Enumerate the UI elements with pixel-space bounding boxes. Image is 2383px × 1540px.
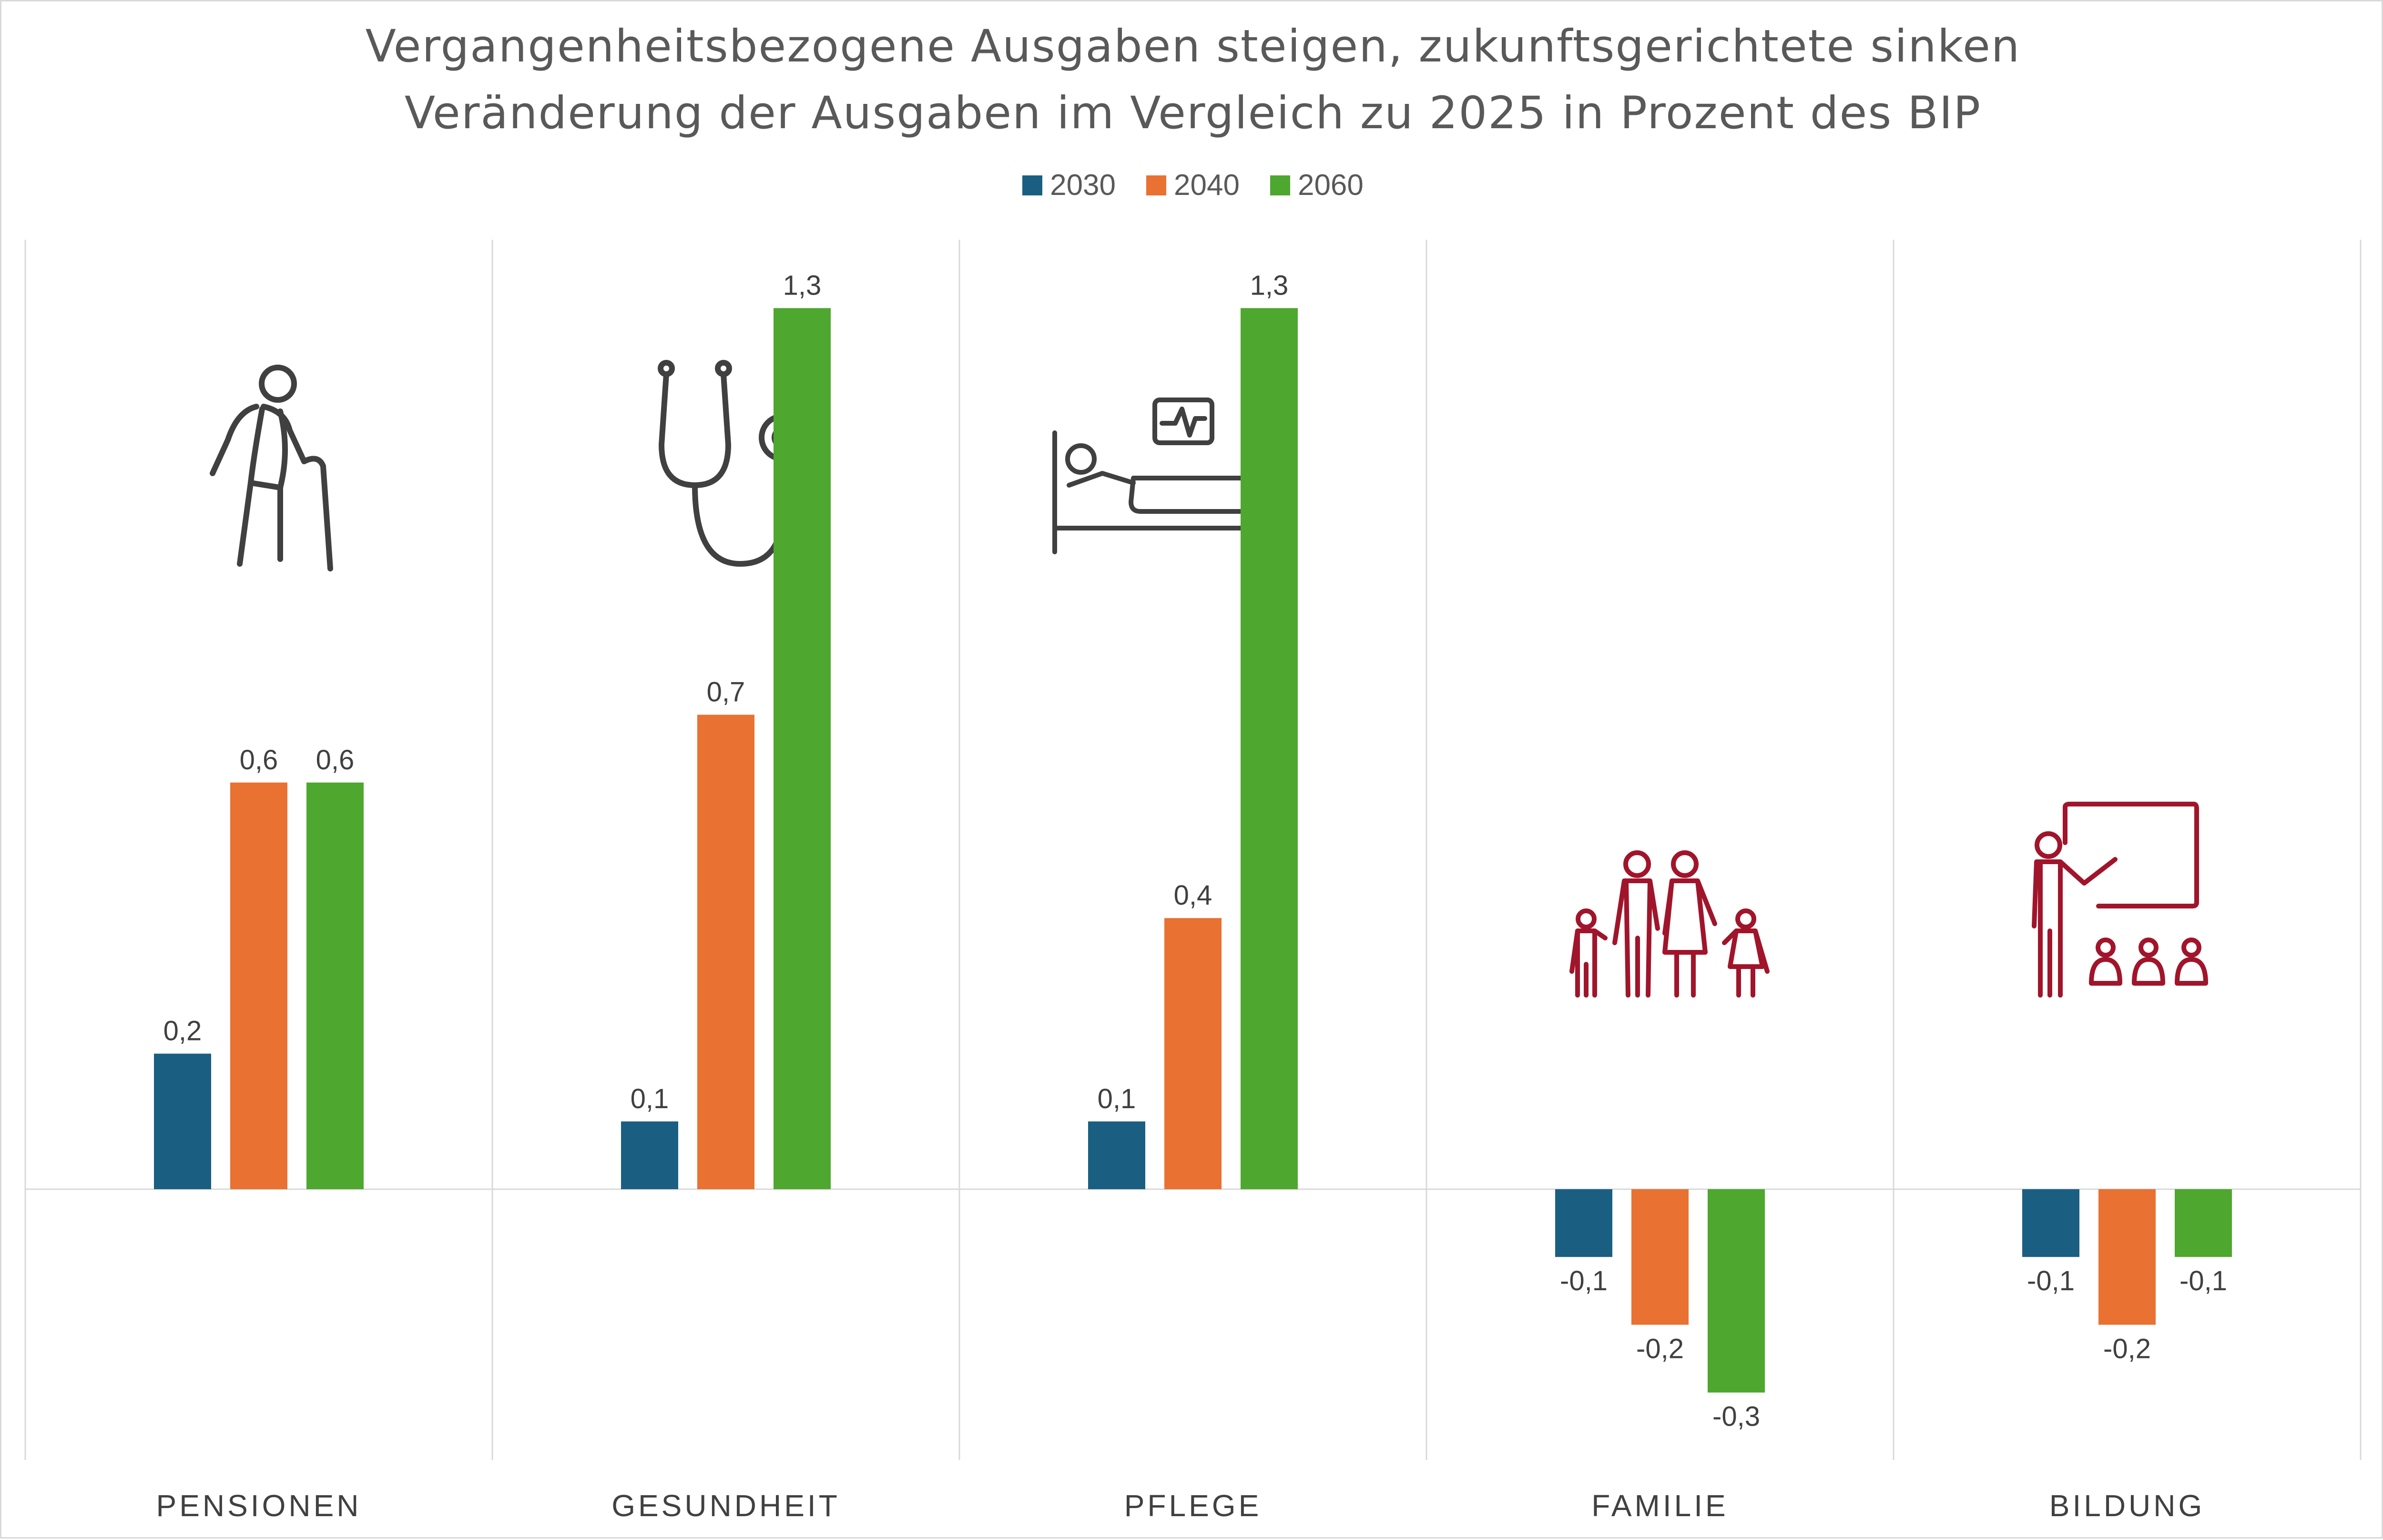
category-label-gesundheit: GESUNDHEIT xyxy=(611,1489,840,1523)
value-label-familie-2030: -0,1 xyxy=(1560,1265,1608,1296)
hospital-bed-icon xyxy=(1052,398,1255,554)
value-label-familie-2060: -0,3 xyxy=(1712,1401,1760,1432)
bar-pflege-2040 xyxy=(1164,918,1222,1189)
bar-gesundheit-2060 xyxy=(774,308,831,1189)
value-label-pflege-2060: 1,3 xyxy=(1250,270,1289,301)
value-label-gesundheit-2030: 0,1 xyxy=(631,1083,669,1114)
category-label-pflege: PFLEGE xyxy=(1124,1489,1262,1523)
bar-pensionen-2060 xyxy=(306,782,364,1189)
category-label-familie: FAMILIE xyxy=(1591,1489,1728,1523)
value-labels: 0,2 0,6 0,6 0,1 0,7 1,3 0,1 0,4 1,3 -0,1 -0,2 -0,3 -… xyxy=(163,270,2227,1432)
legend: 2030 2040 2060 xyxy=(1,168,2383,202)
bars xyxy=(154,308,2232,1393)
value-label-gesundheit-2040: 0,7 xyxy=(707,677,745,708)
legend-swatch-2030 xyxy=(1022,175,1043,195)
legend-item-2040: 2040 xyxy=(1146,168,1240,202)
category-label-pensionen: PENSIONEN xyxy=(156,1489,362,1523)
value-label-bildung-2030: -0,1 xyxy=(2027,1265,2075,1296)
value-label-bildung-2060: -0,1 xyxy=(2179,1265,2227,1296)
family-icon xyxy=(1569,850,1770,998)
category-labels: PENSIONEN GESUNDHEIT PFLEGE FAMILIE BILDUNG xyxy=(156,1489,2205,1523)
bar-bildung-2030 xyxy=(2022,1189,2079,1257)
chart-subtitle: Veränderung der Ausgaben im Vergleich zu… xyxy=(404,87,1982,139)
category-label-bildung: BILDUNG xyxy=(2049,1489,2205,1523)
legend-swatch-2060 xyxy=(1270,175,1290,195)
bar-gesundheit-2040 xyxy=(697,714,754,1189)
bar-pflege-2060 xyxy=(1241,308,1298,1189)
bar-gesundheit-2030 xyxy=(621,1121,678,1189)
legend-label-2060: 2060 xyxy=(1297,169,1364,202)
bar-familie-2060 xyxy=(1708,1189,1765,1393)
bar-bildung-2040 xyxy=(2098,1189,2156,1325)
bar-familie-2030 xyxy=(1555,1189,1612,1257)
value-label-pensionen-2030: 0,2 xyxy=(163,1016,202,1047)
value-label-familie-2040: -0,2 xyxy=(1636,1333,1684,1364)
chart-title: Vergangenheitsbezogene Ausgaben steigen,… xyxy=(365,20,2021,72)
bar-bildung-2060 xyxy=(2175,1189,2232,1257)
legend-item-2060: 2060 xyxy=(1270,168,1364,202)
legend-label-2030: 2030 xyxy=(1050,169,1116,202)
bar-pflege-2030 xyxy=(1088,1121,1145,1189)
bar-pensionen-2030 xyxy=(154,1053,211,1189)
bar-familie-2040 xyxy=(1631,1189,1689,1325)
legend-swatch-2040 xyxy=(1146,175,1167,195)
value-label-bildung-2040: -0,2 xyxy=(2103,1333,2151,1364)
legend-label-2040: 2040 xyxy=(1174,169,1240,202)
value-label-pflege-2030: 0,1 xyxy=(1098,1083,1136,1114)
legend-item-2030: 2030 xyxy=(1022,168,1116,202)
value-label-gesundheit-2060: 1,3 xyxy=(783,270,822,301)
elderly-person-icon xyxy=(210,365,333,571)
value-label-pflege-2040: 0,4 xyxy=(1174,880,1212,911)
teacher-icon xyxy=(2032,802,2208,998)
category-separators xyxy=(24,240,2362,1460)
value-label-pensionen-2040: 0,6 xyxy=(240,745,278,775)
bar-pensionen-2040 xyxy=(230,782,287,1189)
value-label-pensionen-2060: 0,6 xyxy=(316,745,355,775)
